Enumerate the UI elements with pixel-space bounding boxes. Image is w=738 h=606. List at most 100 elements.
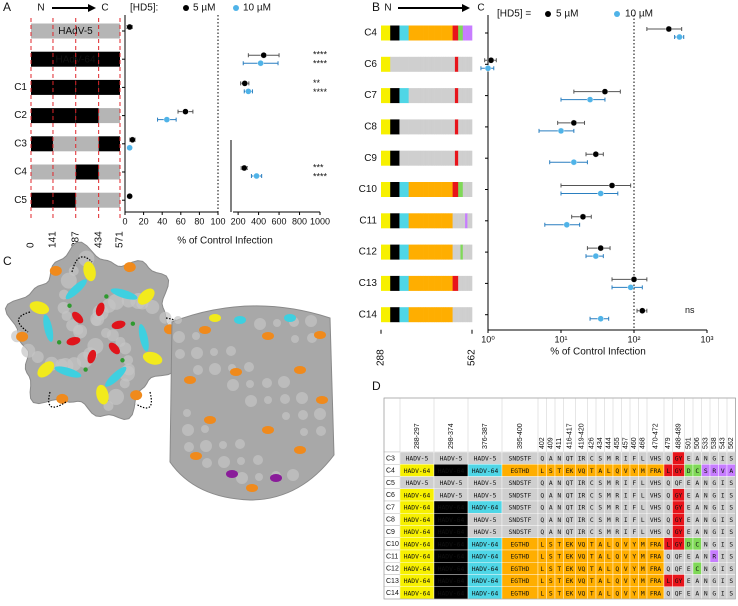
schematic-segment — [420, 88, 424, 104]
column-header: 444 — [606, 437, 613, 449]
schematic-segment — [441, 150, 444, 166]
data-point — [257, 60, 264, 67]
schematic-segment — [441, 244, 444, 260]
column-header: 395-400 — [517, 423, 524, 449]
surface-texture — [254, 318, 266, 330]
cell-text: G — [712, 505, 716, 512]
row-label: C9 — [386, 529, 395, 536]
data-point — [597, 315, 604, 322]
patch-green — [56, 340, 62, 345]
legend-marker — [545, 11, 551, 17]
construct-label: C3 — [14, 138, 27, 149]
cell-text: HADV-64 — [438, 541, 465, 548]
schematic-segment — [98, 51, 120, 67]
schematic-segment — [98, 79, 120, 95]
cell-text: HADV-5 — [474, 456, 497, 463]
surface-texture — [175, 349, 185, 359]
cell-text: I — [721, 566, 725, 573]
cell-text: VQ — [578, 554, 586, 561]
schematic-segment — [418, 150, 422, 166]
schematic-segment — [454, 150, 459, 166]
error-bar — [560, 97, 606, 102]
schematic-segment — [454, 307, 459, 323]
cell-text: HADV-5 — [474, 529, 497, 536]
schematic-segment — [443, 119, 446, 135]
cell-text: HADV-64 — [404, 590, 431, 597]
cell-text: A — [549, 492, 553, 499]
patch-red — [95, 302, 105, 317]
cell-text: VHS — [650, 480, 662, 487]
column-header: 419-420 — [578, 423, 585, 449]
cell-text: VQ — [578, 566, 586, 573]
schematic-segment — [454, 182, 459, 197]
cell-text: S — [598, 505, 602, 512]
cell-text: QF — [675, 480, 683, 487]
cell-text: QT — [566, 492, 574, 499]
schematic-tick-label: 0 — [26, 242, 37, 248]
schematic-segment — [467, 25, 470, 41]
cell-text: G — [712, 456, 716, 463]
surface-texture — [106, 329, 119, 342]
schematic-segment — [399, 275, 409, 291]
cell-text: R — [615, 505, 619, 512]
surface-texture — [264, 396, 272, 404]
schematic-segment — [418, 88, 422, 104]
cell-text: T — [590, 566, 594, 573]
schematic-segment — [399, 307, 409, 323]
cell-text: HADV-64 — [438, 505, 465, 512]
schematic-segment — [445, 119, 449, 135]
schematic-segment — [52, 108, 76, 124]
column-header: 455 — [614, 437, 621, 449]
cell-text: L — [540, 590, 544, 597]
cell-text: Q — [666, 505, 670, 512]
schematic-tick-label: 287 — [70, 231, 81, 248]
schematic-segment — [445, 56, 449, 72]
cell-text: I — [721, 541, 725, 548]
schematic-segment — [441, 307, 444, 323]
cell-text: EK — [566, 554, 574, 561]
schematic-segment — [431, 88, 435, 104]
surface-texture — [145, 300, 160, 315]
column-header: 468 — [640, 437, 647, 449]
schematic-segment — [390, 25, 400, 41]
x-tick-label: 20 — [139, 216, 149, 226]
schematic-segment — [418, 307, 422, 323]
schematic-segment — [438, 244, 442, 260]
cell-text: QT — [566, 517, 574, 524]
x-tick-label: 100 — [210, 216, 225, 226]
panel-label: C — [3, 254, 12, 268]
cell-text: A — [549, 529, 553, 536]
cell-text: I — [624, 505, 628, 512]
cell-text: VHS — [650, 529, 662, 536]
schematic-segment — [469, 307, 473, 323]
cell-text: S — [549, 541, 553, 548]
surface-texture — [21, 343, 36, 358]
cell-text: C — [695, 468, 699, 475]
schematic-segment — [423, 150, 426, 166]
cell-text: GY — [675, 541, 683, 548]
cell-text: D — [687, 541, 691, 548]
schematic-segment — [467, 244, 470, 260]
cell-text: HADV-5 — [406, 480, 429, 487]
flexible-loop — [71, 256, 93, 273]
cell-text: VQ — [578, 578, 586, 585]
construct-label: C4 — [364, 28, 377, 39]
cell-text: N — [704, 517, 708, 524]
schematic-segment — [381, 244, 391, 260]
cell-text: SNDSTF — [509, 492, 532, 499]
column-header: 457 — [623, 437, 630, 449]
schematic-segment — [443, 275, 446, 291]
cell-text: EK — [566, 566, 574, 573]
cell-text: HADV-64 — [472, 566, 499, 573]
surface-texture — [246, 380, 254, 388]
x-tick-label: 10³ — [700, 334, 713, 344]
schematic-segment — [408, 25, 419, 41]
surface-texture — [174, 316, 182, 324]
schematic-segment — [469, 88, 473, 104]
column-header: 562 — [728, 437, 735, 449]
schematic-segment — [465, 244, 468, 260]
patch-cyan — [105, 366, 127, 387]
schematic-segment — [423, 88, 426, 104]
cell-text: FRA — [650, 541, 662, 548]
